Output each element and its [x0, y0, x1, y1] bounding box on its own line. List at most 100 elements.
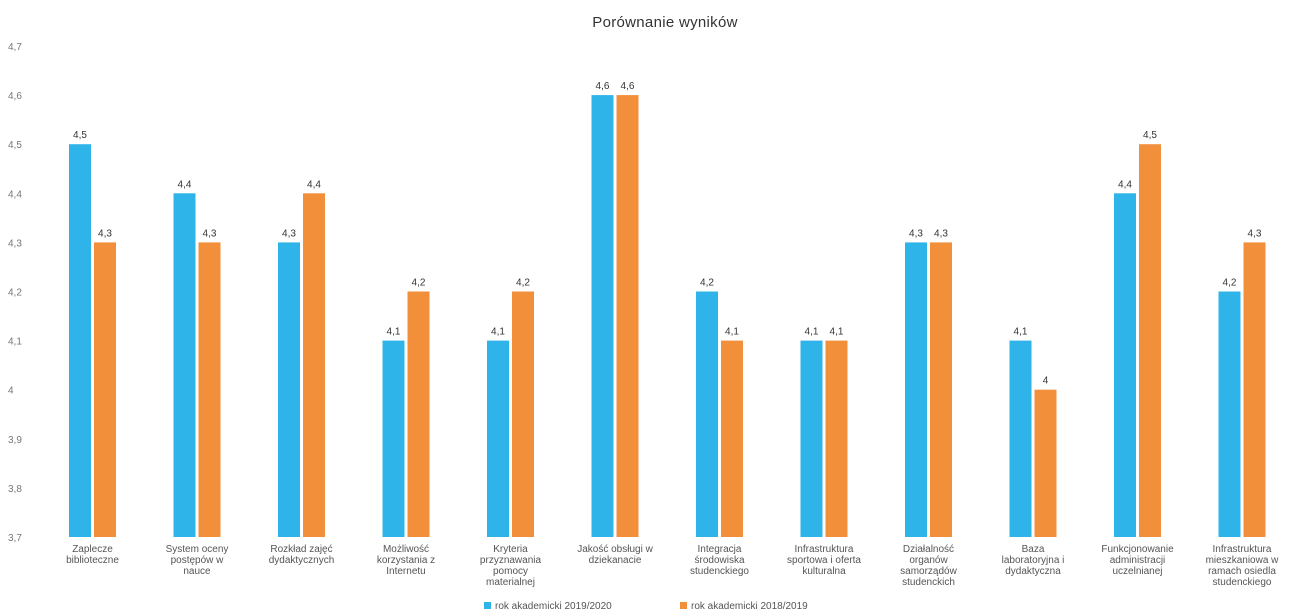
category-label-line: Rozkład zajęć	[270, 544, 332, 555]
data-label: 4,1	[1014, 327, 1028, 338]
x-axis: Zaplecze biblioteczne System oceny postępów…	[66, 544, 1279, 588]
category-label: Funkcjonowanie administracji uczelnianej	[1101, 544, 1174, 577]
data-label: 4,1	[830, 327, 844, 338]
bar-series-2019-2020	[1114, 193, 1136, 538]
category-label: Zaplecze biblioteczne	[66, 544, 119, 566]
category-label-line: uczelnianej	[1112, 566, 1162, 577]
bar-series-2019-2020	[905, 242, 927, 537]
category-label-line: samorządów	[900, 566, 957, 577]
category-label-line: dydaktyczna	[1005, 566, 1061, 577]
category-label-line: organów	[909, 555, 948, 566]
category-label-line: mieszkaniowa w	[1206, 555, 1280, 566]
bar-series-2019-2020	[278, 242, 300, 537]
data-label: 4,3	[909, 228, 923, 239]
data-label: 4,4	[1118, 179, 1132, 190]
data-label: 4,4	[178, 179, 192, 190]
category-label-line: materialnej	[486, 577, 535, 588]
bar-series-2019-2020	[1218, 291, 1241, 537]
y-tick-label: 3,9	[8, 435, 22, 446]
category-label-line: Internetu	[386, 566, 425, 577]
y-tick-label: 4,5	[8, 140, 22, 151]
bar-series-2019-2020	[487, 340, 509, 537]
bar-series-2019-2020	[173, 193, 196, 538]
category-label: Infrastruktura mieszkaniowa w ramach osied…	[1206, 544, 1280, 588]
y-axis: 4,7 4,6 4,5 4,4 4,3 4,2 4,1 4 3,9 3,8 3,7	[8, 42, 22, 544]
category-label-line: Infrastruktura	[795, 544, 854, 555]
category-label: Jakość obsługi w dziekanacie	[577, 544, 653, 566]
chart-title: Porównanie wyników	[592, 14, 737, 31]
data-label: 4	[1043, 376, 1049, 387]
category-label-line: Integracja	[698, 544, 742, 555]
category-label-line: Infrastruktura	[1213, 544, 1272, 555]
legend-label: rok akademicki 2019/2020	[495, 601, 612, 612]
category-label-line: Baza	[1022, 544, 1045, 555]
category-label-line: Zaplecze	[72, 544, 113, 555]
category-label-line: System oceny	[166, 544, 229, 555]
category-label: Infrastruktura sportowa i oferta kulturaln…	[787, 544, 861, 577]
category-label-line: studenckiego	[690, 566, 749, 577]
bar-series-2018-2019	[721, 340, 743, 537]
bar-series-2019-2020	[800, 340, 823, 537]
category-label-line: Kryteria	[493, 544, 528, 555]
bar-series-2018-2019	[303, 193, 325, 538]
category-label-line: korzystania z	[377, 555, 435, 566]
category-label: Integracja środowiska studenckiego	[690, 544, 749, 577]
category-label-line: sportowa i oferta	[787, 555, 861, 566]
category-label: Baza laboratoryjna i dydaktyczna	[1002, 544, 1065, 577]
data-label: 4,6	[596, 81, 610, 92]
y-tick-label: 4,3	[8, 238, 22, 249]
category-label-line: Jakość obsługi w	[577, 544, 653, 555]
bar-series-2018-2019	[1034, 389, 1057, 537]
bar-series-2018-2019	[94, 242, 116, 537]
category-label-line: studenckich	[902, 577, 955, 588]
legend-swatch	[680, 602, 687, 609]
bar-series-2018-2019	[930, 242, 952, 537]
y-tick-label: 3,7	[8, 533, 22, 544]
data-label: 4,6	[621, 81, 635, 92]
data-label: 4,3	[203, 228, 217, 239]
bar-series-2019-2020	[69, 144, 91, 537]
y-tick-label: 4,6	[8, 91, 22, 102]
bar-series-2018-2019	[825, 340, 848, 537]
data-label: 4,3	[934, 228, 948, 239]
category-label-line: dziekanacie	[589, 555, 642, 566]
category-label-line: Funkcjonowanie	[1101, 544, 1174, 555]
data-label: 4,3	[1248, 228, 1262, 239]
legend-label: rok akademicki 2018/2019	[691, 601, 808, 612]
category-label-line: postępów w	[171, 555, 225, 566]
category-label: Możliwość korzystania z Internetu	[377, 544, 435, 577]
category-label-line: Możliwość	[383, 544, 429, 555]
category-label: Kryteria przyznawania pomocy materialnej	[480, 544, 542, 588]
data-label: 4,4	[307, 179, 321, 190]
legend: rok akademicki 2019/2020 rok akademicki 2…	[484, 601, 808, 612]
legend-swatch	[484, 602, 491, 609]
bar-series-2019-2020	[382, 340, 405, 537]
category-label-line: administracji	[1110, 555, 1166, 566]
category-label-line: Działalność	[903, 544, 954, 555]
category-label: System oceny postępów w nauce	[166, 544, 229, 577]
data-label: 4,2	[516, 278, 530, 289]
category-label-line: laboratoryjna i	[1002, 555, 1065, 566]
bar-series-2018-2019	[198, 242, 221, 537]
data-labels: 4,5 4,4 4,3 4,1 4,1 4,6 4,2 4,1 4,3 4,1 4,4 4,2 4,3 4…	[73, 81, 1262, 387]
data-label: 4,5	[1143, 130, 1157, 141]
data-label: 4,1	[805, 327, 819, 338]
data-label: 4,3	[98, 228, 112, 239]
data-label: 4,3	[282, 228, 296, 239]
data-label: 4,2	[700, 278, 714, 289]
data-label: 4,2	[1223, 278, 1237, 289]
y-tick-label: 3,8	[8, 484, 22, 495]
category-label-line: pomocy	[493, 566, 528, 577]
category-label-line: ramach osiedla	[1208, 566, 1276, 577]
bar-series-2018-2019	[407, 291, 430, 537]
category-label: Rozkład zajęć dydaktycznych	[269, 544, 335, 566]
y-tick-label: 4	[8, 386, 14, 397]
category-label: Działalność organów samorządów studenckich	[900, 544, 957, 588]
category-label-line: kulturalna	[802, 566, 846, 577]
bar-series-2018-2019	[616, 95, 639, 537]
bar-series-2019-2020	[696, 291, 718, 537]
data-label: 4,1	[491, 327, 505, 338]
y-tick-label: 4,1	[8, 337, 22, 348]
